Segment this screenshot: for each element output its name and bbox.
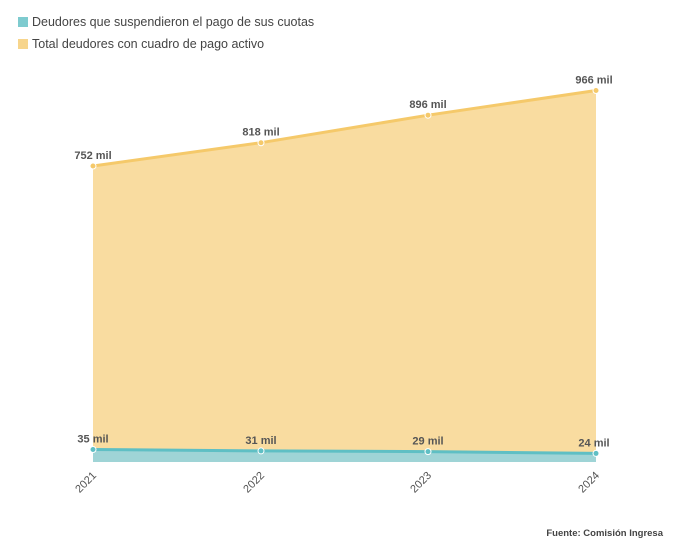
data-label-series-1-3: 24 mil bbox=[578, 437, 609, 449]
x-tick-label-3: 2024 bbox=[576, 470, 602, 496]
data-label-series-0-2: 896 mil bbox=[409, 99, 446, 111]
point-series-0-0[interactable] bbox=[89, 162, 97, 170]
legend-label-total: Total deudores con cuadro de pago activo bbox=[32, 37, 265, 51]
x-tick-label-0: 2021 bbox=[73, 470, 99, 496]
data-label-series-0-3: 966 mil bbox=[575, 75, 612, 87]
area-series-0 bbox=[93, 90, 596, 462]
data-label-series-1-1: 31 mil bbox=[245, 435, 276, 447]
legend-label-suspended: Deudores que suspendieron el pago de sus… bbox=[32, 15, 315, 29]
source-note: Fuente: Comisión Ingresa bbox=[546, 528, 663, 539]
line-series-0 bbox=[92, 89, 597, 168]
data-label-series-0-1: 818 mil bbox=[242, 127, 279, 139]
legend-item-suspended[interactable]: Deudores que suspendieron el pago de sus… bbox=[18, 12, 314, 32]
legend: Deudores que suspendieron el pago de sus… bbox=[18, 12, 314, 56]
point-series-1-1[interactable] bbox=[257, 447, 265, 455]
data-label-series-0-0: 752 mil bbox=[74, 150, 111, 162]
x-tick-label-1: 2022 bbox=[241, 470, 267, 496]
point-series-1-3[interactable] bbox=[592, 449, 600, 457]
point-series-0-3[interactable] bbox=[592, 87, 600, 94]
point-series-0-1[interactable] bbox=[257, 139, 265, 147]
data-label-series-1-2: 29 mil bbox=[412, 436, 443, 448]
point-series-0-2[interactable] bbox=[424, 111, 432, 119]
point-series-1-2[interactable] bbox=[424, 448, 432, 456]
point-series-1-0[interactable] bbox=[89, 446, 97, 453]
line-series-1 bbox=[92, 448, 597, 455]
x-tick-label-2: 2023 bbox=[408, 470, 434, 496]
legend-swatch-suspended bbox=[18, 17, 28, 27]
legend-item-total[interactable]: Total deudores con cuadro de pago activo bbox=[18, 34, 314, 54]
data-label-series-1-0: 35 mil bbox=[77, 434, 108, 446]
legend-swatch-total bbox=[18, 39, 28, 49]
